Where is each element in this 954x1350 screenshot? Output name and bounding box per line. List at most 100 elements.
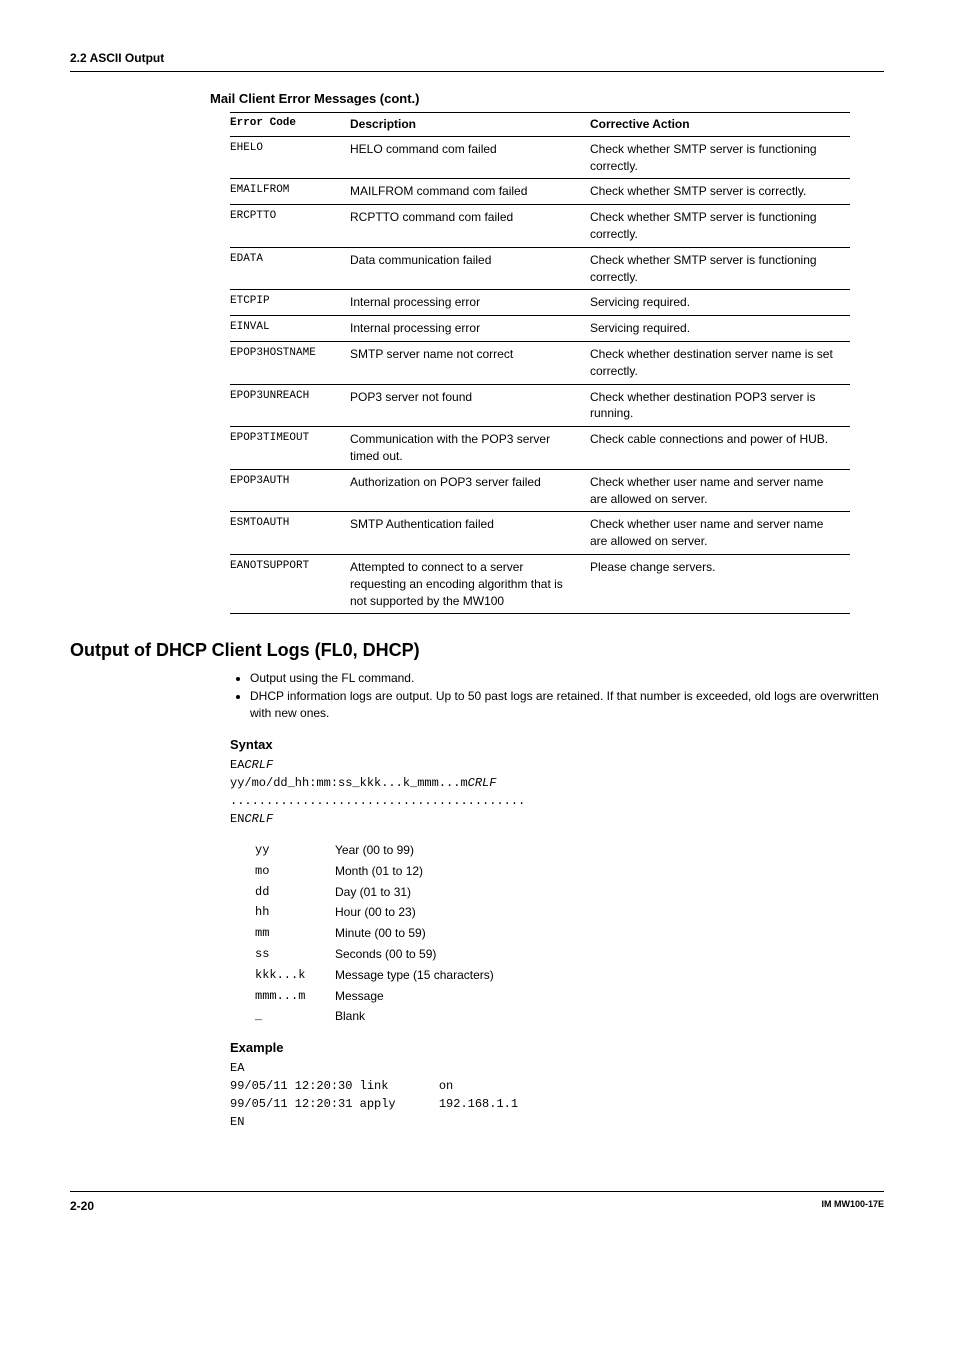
table-row: EANOTSUPPORTAttempted to connect to a se… [230,554,850,613]
cell-action: Check cable connections and power of HUB… [590,427,850,470]
cell-action: Servicing required. [590,290,850,316]
cell-desc: Attempted to connect to a server request… [350,554,590,613]
cell-desc: Internal processing error [350,290,590,316]
syntax-l1b: CRLF [244,758,273,772]
syntax-l3a: EN [230,812,244,826]
cell-desc: MAILFROM command com failed [350,179,590,205]
cell-desc: Communication with the POP3 server timed… [350,427,590,470]
col-description: Description [350,112,590,136]
list-item: DHCP information logs are output. Up to … [250,688,884,722]
param-row: ddDay (01 to 31) [255,882,508,903]
param-row: moMonth (01 to 12) [255,861,508,882]
dhcp-heading: Output of DHCP Client Logs (FL0, DHCP) [70,638,884,663]
param-desc: Month (01 to 12) [335,861,508,882]
cell-desc: SMTP server name not correct [350,341,590,384]
cell-action: Check whether user name and server name … [590,512,850,555]
example-heading: Example [230,1039,884,1057]
param-desc: Day (01 to 31) [335,882,508,903]
param-key: hh [255,902,335,923]
cell-code: EPOP3HOSTNAME [230,341,350,384]
table-row: EHELOHELO command com failedCheck whethe… [230,136,850,179]
param-desc: Seconds (00 to 59) [335,944,508,965]
cell-code: ESMTOAUTH [230,512,350,555]
param-desc: Message type (15 characters) [335,965,508,986]
cell-action: Check whether SMTP server is functioning… [590,136,850,179]
param-row: mmm...mMessage [255,986,508,1007]
col-error-code: Error Code [230,112,350,136]
table-row: EPOP3TIMEOUTCommunication with the POP3 … [230,427,850,470]
cell-desc: POP3 server not found [350,384,590,427]
table-title: Mail Client Error Messages (cont.) [210,90,884,108]
table-row: EMAILFROMMAILFROM command com failedChec… [230,179,850,205]
param-key: mo [255,861,335,882]
doc-id: IM MW100-17E [821,1198,884,1215]
cell-action: Check whether destination POP3 server is… [590,384,850,427]
cell-desc: Internal processing error [350,316,590,342]
param-key: mm [255,923,335,944]
param-desc: Minute (00 to 59) [335,923,508,944]
cell-code: EINVAL [230,316,350,342]
page-number: 2-20 [70,1198,94,1215]
cell-code: ETCPIP [230,290,350,316]
param-row: ssSeconds (00 to 59) [255,944,508,965]
syntax-block: EACRLF yy/mo/dd_hh:mm:ss_kkk...k_mmm...m… [230,756,884,828]
param-key: ss [255,944,335,965]
param-key: _ [255,1006,335,1027]
cell-action: Check whether SMTP server is correctly. [590,179,850,205]
cell-desc: Data communication failed [350,247,590,290]
list-item: Output using the FL command. [250,670,884,687]
table-row: ETCPIPInternal processing errorServicing… [230,290,850,316]
param-desc: Hour (00 to 23) [335,902,508,923]
table-row: EINVALInternal processing errorServicing… [230,316,850,342]
syntax-heading: Syntax [230,736,884,754]
param-key: kkk...k [255,965,335,986]
param-key: yy [255,840,335,861]
syntax-l2a: yy/mo/dd_hh:mm:ss_kkk...k_mmm...m [230,776,468,790]
col-action: Corrective Action [590,112,850,136]
error-table: Error Code Description Corrective Action… [230,112,850,614]
cell-action: Please change servers. [590,554,850,613]
cell-code: EPOP3UNREACH [230,384,350,427]
cell-code: EMAILFROM [230,179,350,205]
cell-code: ERCPTTO [230,205,350,248]
dhcp-bullets: Output using the FL command.DHCP informa… [250,670,884,722]
page-footer: 2-20 IM MW100-17E [70,1191,884,1215]
cell-code: EPOP3TIMEOUT [230,427,350,470]
param-row: kkk...kMessage type (15 characters) [255,965,508,986]
param-row: mmMinute (00 to 59) [255,923,508,944]
table-row: EPOP3AUTHAuthorization on POP3 server fa… [230,469,850,512]
param-row: _Blank [255,1006,508,1027]
param-row: yyYear (00 to 99) [255,840,508,861]
cell-action: Check whether SMTP server is functioning… [590,205,850,248]
table-header-row: Error Code Description Corrective Action [230,112,850,136]
cell-code: EANOTSUPPORT [230,554,350,613]
cell-desc: HELO command com failed [350,136,590,179]
table-row: EPOP3HOSTNAMESMTP server name not correc… [230,341,850,384]
param-desc: Message [335,986,508,1007]
cell-code: EHELO [230,136,350,179]
params-table: yyYear (00 to 99)moMonth (01 to 12)ddDay… [255,840,508,1027]
syntax-l1a: EA [230,758,244,772]
param-desc: Year (00 to 99) [335,840,508,861]
param-desc: Blank [335,1006,508,1027]
cell-action: Check whether SMTP server is functioning… [590,247,850,290]
cell-desc: Authorization on POP3 server failed [350,469,590,512]
param-row: hhHour (00 to 23) [255,902,508,923]
cell-code: EPOP3AUTH [230,469,350,512]
table-row: EPOP3UNREACHPOP3 server not foundCheck w… [230,384,850,427]
cell-desc: RCPTTO command com failed [350,205,590,248]
syntax-l2b: CRLF [468,776,497,790]
cell-action: Check whether user name and server name … [590,469,850,512]
cell-code: EDATA [230,247,350,290]
param-key: dd [255,882,335,903]
example-block: EA 99/05/11 12:20:30 link on 99/05/11 12… [230,1059,884,1131]
syntax-dots: ........................................… [230,794,525,808]
section-header: 2.2 ASCII Output [70,50,884,72]
table-row: ERCPTTORCPTTO command com failedCheck wh… [230,205,850,248]
table-row: ESMTOAUTHSMTP Authentication failedCheck… [230,512,850,555]
cell-action: Servicing required. [590,316,850,342]
syntax-l3b: CRLF [244,812,273,826]
table-row: EDATAData communication failedCheck whet… [230,247,850,290]
param-key: mmm...m [255,986,335,1007]
cell-desc: SMTP Authentication failed [350,512,590,555]
